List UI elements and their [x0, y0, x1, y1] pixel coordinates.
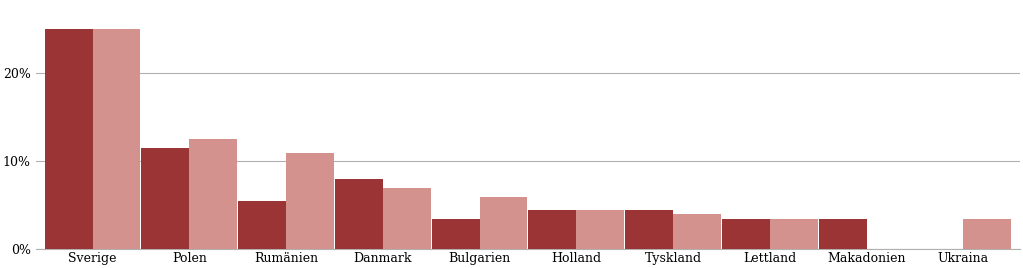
Bar — [722, 219, 770, 250]
Bar — [92, 29, 140, 250]
Bar — [576, 210, 624, 250]
Bar — [818, 219, 866, 250]
Bar — [770, 219, 817, 250]
Bar — [335, 179, 383, 250]
Bar — [625, 210, 673, 250]
Bar — [286, 152, 333, 250]
Bar — [383, 188, 431, 250]
Bar — [964, 219, 1011, 250]
Bar — [141, 148, 189, 250]
Bar — [189, 139, 237, 250]
Bar — [529, 210, 576, 250]
Bar — [45, 29, 92, 250]
Bar — [238, 201, 286, 250]
Bar — [480, 197, 528, 250]
Bar — [432, 219, 480, 250]
Bar — [673, 214, 721, 250]
